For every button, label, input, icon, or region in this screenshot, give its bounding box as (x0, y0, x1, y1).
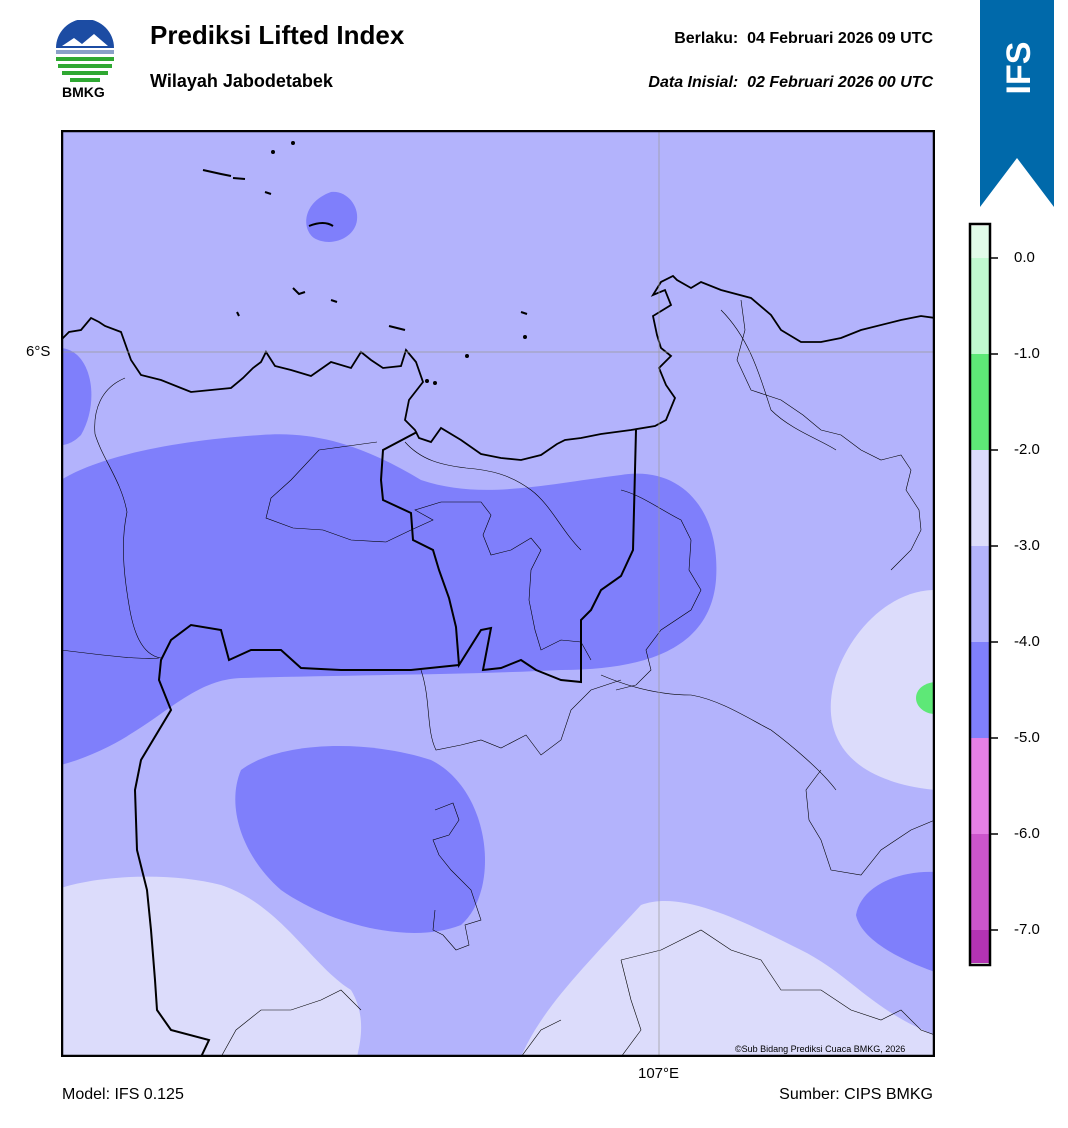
init-time: Data Inisial: 02 Februari 2026 00 UTC (648, 74, 933, 92)
colorbar-label: 0.0 (1014, 249, 1035, 266)
lifted-index-map (61, 130, 935, 1057)
contour-dark-central (63, 434, 717, 765)
copyright-note: ©Sub Bidang Prediksi Cuaca BMKG, 2026 (735, 1044, 906, 1054)
contour-light-southcenter (521, 901, 933, 1055)
colorbar-bands (971, 226, 989, 963)
colorbar (968, 222, 998, 967)
lon-label: 107°E (638, 1065, 680, 1082)
coastline (63, 274, 933, 461)
bmkg-logo (56, 20, 114, 82)
model-badge: IFS (980, 0, 1054, 207)
init-value: 02 Februari 2026 00 UTC (747, 74, 933, 91)
colorbar-ticks (989, 257, 998, 931)
colorbar-label: -4.0 (1014, 633, 1040, 650)
islands (202, 141, 528, 385)
colorbar-label: -6.0 (1014, 825, 1040, 842)
valid-value: 04 Februari 2026 09 UTC (747, 30, 933, 47)
colorbar-band (971, 354, 989, 450)
colorbar-label: -2.0 (1014, 441, 1040, 458)
lat-label: 6°S (26, 343, 51, 360)
model-badge-text: IFS (1000, 42, 1038, 95)
contour-dark-island (306, 191, 358, 242)
colorbar-label: -5.0 (1014, 729, 1040, 746)
region-subtitle: Wilayah Jabodetabek (150, 71, 333, 91)
valid-label: Berlaku: (674, 30, 739, 47)
colorbar-label: -1.0 (1014, 345, 1040, 362)
contour-dark-left-lobe (63, 348, 92, 445)
colorbar-label: -7.0 (1014, 921, 1040, 938)
contour-dark-southeast (856, 871, 933, 972)
colorbar-band (971, 834, 989, 930)
regency-borders (63, 299, 933, 1055)
logo-text: BMKG (62, 84, 105, 100)
source-label: Sumber: CIPS BMKG (779, 1086, 933, 1103)
colorbar-label: -3.0 (1014, 537, 1040, 554)
page-title: Prediksi Lifted Index (150, 20, 405, 50)
contour-light-southwest (63, 876, 362, 1055)
contour-light-east (830, 590, 933, 790)
map-frame (61, 130, 935, 1057)
colorbar-band (971, 226, 989, 258)
contour-dark-south (235, 746, 485, 933)
colorbar-band (971, 642, 989, 738)
colorbar-band (971, 546, 989, 642)
colorbar-band (971, 450, 989, 546)
colorbar-band (971, 930, 989, 963)
contour-green-spot (916, 682, 933, 714)
province-borders (133, 429, 637, 1055)
colorbar-band (971, 738, 989, 834)
valid-time: Berlaku: 04 Februari 2026 09 UTC (674, 30, 933, 48)
init-label: Data Inisial: (648, 74, 739, 91)
graticule (63, 132, 933, 1055)
model-label: Model: IFS 0.125 (62, 1086, 184, 1103)
colorbar-band (971, 258, 989, 354)
colorbar-frame (968, 222, 992, 967)
